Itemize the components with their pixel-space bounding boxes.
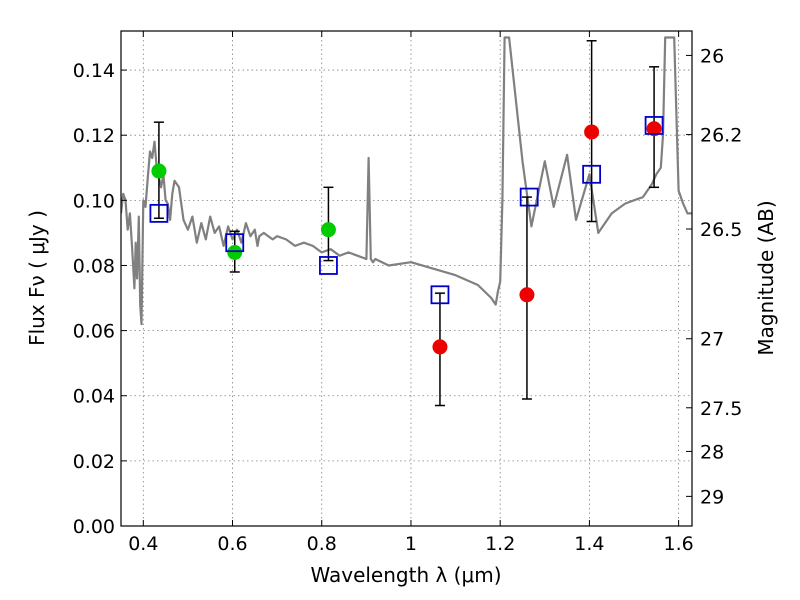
x-tick-label: 1 <box>405 533 417 555</box>
model-flux-box <box>149 203 169 223</box>
y-tick-label: 0.12 <box>73 125 115 147</box>
model-flux-box <box>519 187 539 207</box>
y2-tick-label: 27.5 <box>700 398 742 420</box>
sed-model-line-layer <box>121 36 692 326</box>
data-point <box>646 121 662 137</box>
y-tick-label: 0.04 <box>73 386 115 408</box>
x-tick-label: 0.4 <box>128 533 158 555</box>
data-markers <box>149 116 664 355</box>
y2-tick-label: 27 <box>700 329 724 351</box>
model-flux-box <box>644 116 664 135</box>
y2-tick-label: 29 <box>700 486 724 508</box>
y-tick-label: 0.14 <box>73 60 115 82</box>
model-flux-box <box>225 233 245 253</box>
axis-ticks <box>121 31 692 527</box>
x-tick-label: 1.4 <box>574 533 604 555</box>
y2-tick-label: 28 <box>700 441 724 463</box>
plot-frame <box>120 30 693 527</box>
data-point <box>519 287 535 303</box>
y2-tick-label: 26.2 <box>700 125 742 147</box>
x-tick-label: 0.6 <box>217 533 247 555</box>
data-point <box>432 339 448 355</box>
y-tick-label: 0.02 <box>73 451 115 473</box>
y2-axis-label: Magnitude (AB) <box>754 200 778 355</box>
x-tick-label: 1.2 <box>485 533 515 555</box>
model-flux-box <box>319 256 338 275</box>
data-point <box>584 124 600 140</box>
y-tick-label: 0.06 <box>73 321 115 343</box>
tick-labels: 0.4 0.6 0.8 1 1.2 1.4 1.6 0.00 0.02 0.04 0.06 0.08 0… <box>73 45 743 555</box>
data-point <box>227 244 243 260</box>
y-tick-label: 0.08 <box>73 255 115 277</box>
y-tick-label: 0.10 <box>73 190 115 212</box>
y2-tick-label: 26.5 <box>700 219 742 241</box>
sed-model-line <box>121 36 692 326</box>
y2-tick-label: 26 <box>700 45 724 67</box>
x-tick-label: 1.6 <box>664 533 694 555</box>
model-flux-box <box>582 164 602 184</box>
x-tick-label: 0.8 <box>307 533 337 555</box>
errorbars <box>153 40 660 407</box>
data-point <box>320 222 336 238</box>
data-point <box>151 163 167 179</box>
x-axis-label: Wavelength λ (μm) <box>310 563 501 587</box>
y-axis-label: Flux Fν ( μJy ) <box>25 210 49 346</box>
model-flux-box <box>430 285 450 305</box>
y-tick-label: 0.00 <box>73 516 115 538</box>
